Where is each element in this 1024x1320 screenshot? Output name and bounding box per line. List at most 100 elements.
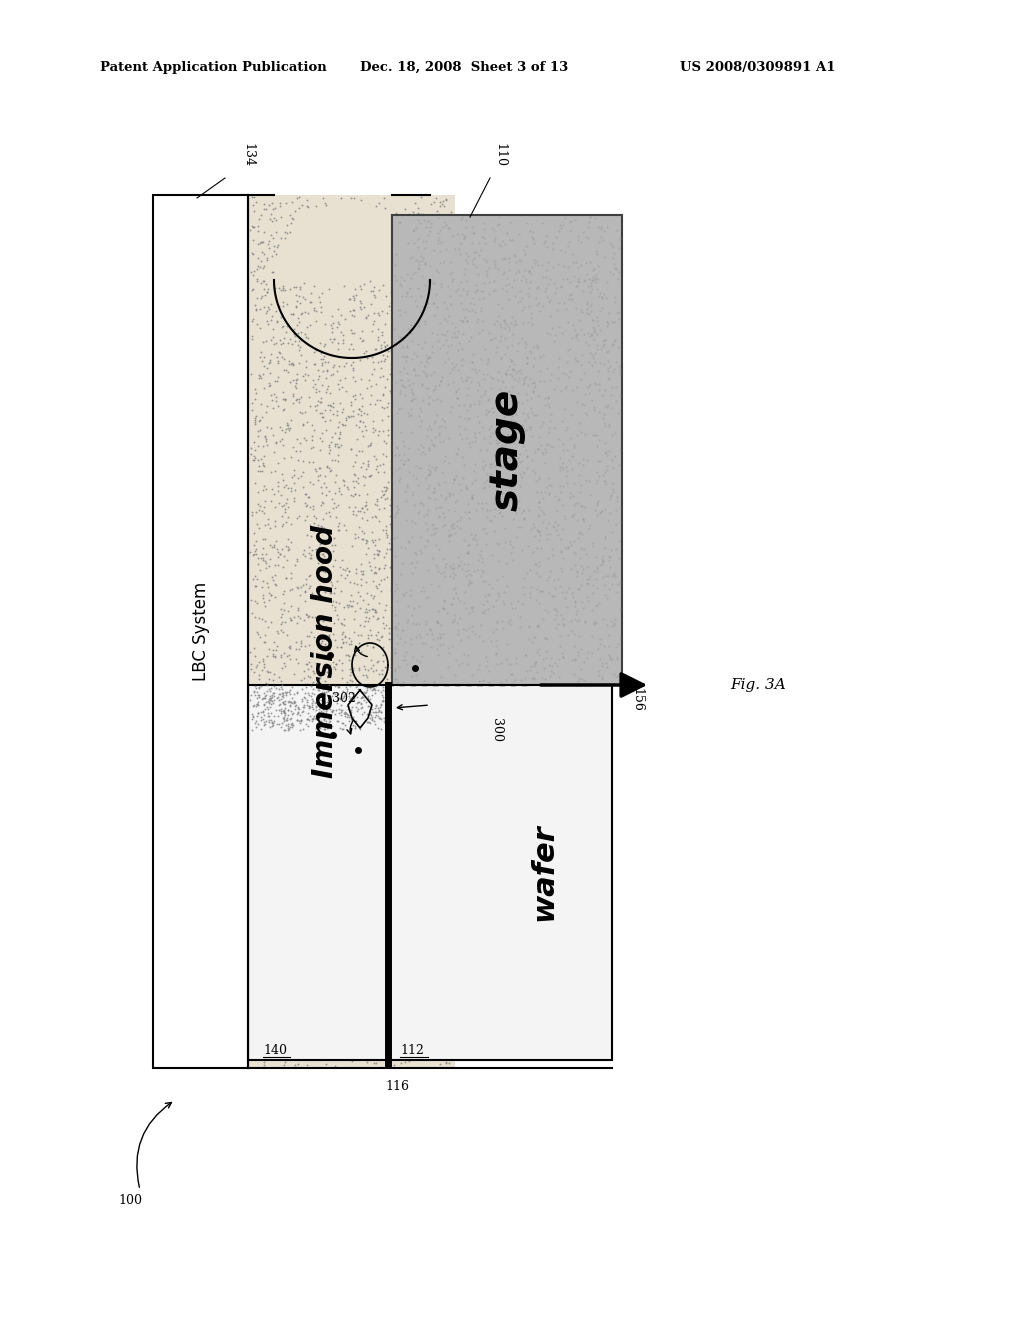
Point: [272, 206, 289, 227]
Point: [551, 347, 567, 368]
Point: [393, 345, 410, 366]
Point: [263, 686, 280, 708]
Point: [577, 424, 593, 445]
Point: [351, 417, 368, 438]
Point: [311, 680, 328, 701]
Point: [275, 348, 292, 370]
Point: [307, 395, 324, 416]
Point: [260, 706, 276, 727]
Point: [379, 346, 395, 367]
Point: [370, 327, 386, 348]
Point: [502, 348, 518, 370]
Point: [335, 713, 351, 734]
Point: [566, 609, 583, 630]
Point: [539, 528, 555, 549]
Point: [432, 240, 449, 261]
Point: [607, 351, 624, 372]
Point: [383, 579, 399, 601]
Point: [244, 310, 260, 331]
Bar: [153, 195, 248, 1068]
Point: [537, 281, 553, 302]
Point: [590, 639, 606, 660]
Point: [529, 438, 546, 459]
Point: [425, 293, 441, 314]
Point: [288, 440, 304, 461]
Point: [364, 321, 380, 342]
Point: [487, 327, 504, 348]
Point: [369, 659, 385, 680]
Point: [586, 322, 602, 343]
Point: [592, 301, 608, 322]
Point: [267, 511, 284, 532]
Point: [470, 671, 486, 692]
Point: [467, 422, 483, 444]
Point: [388, 527, 404, 548]
Point: [269, 620, 286, 642]
Point: [258, 396, 274, 417]
Point: [246, 661, 262, 682]
Point: [548, 618, 564, 639]
Point: [255, 243, 271, 264]
Point: [250, 692, 266, 713]
Point: [258, 680, 274, 701]
Point: [459, 543, 475, 564]
Point: [354, 686, 371, 708]
Point: [418, 378, 434, 399]
Point: [255, 585, 271, 606]
Point: [414, 375, 430, 396]
Point: [283, 478, 299, 499]
Point: [480, 388, 497, 409]
Point: [254, 659, 270, 680]
Point: [337, 626, 353, 647]
Point: [422, 347, 438, 368]
Point: [523, 577, 540, 598]
Text: 110: 110: [494, 143, 507, 168]
Point: [253, 609, 269, 630]
Point: [244, 215, 260, 236]
Point: [374, 409, 390, 430]
Point: [256, 198, 272, 219]
Point: [542, 289, 558, 310]
Point: [247, 607, 263, 628]
Point: [603, 521, 620, 543]
Point: [606, 330, 623, 351]
Point: [594, 384, 610, 405]
Point: [308, 301, 325, 322]
Point: [255, 453, 271, 474]
Point: [250, 553, 266, 574]
Point: [301, 487, 317, 508]
Point: [588, 473, 604, 494]
Point: [336, 685, 352, 706]
Point: [605, 562, 622, 583]
Point: [330, 333, 346, 354]
Point: [458, 370, 474, 391]
Point: [585, 269, 601, 290]
Point: [264, 193, 281, 214]
Point: [317, 692, 334, 713]
Point: [287, 554, 303, 576]
Point: [307, 399, 324, 420]
Point: [331, 428, 347, 449]
Point: [274, 692, 291, 713]
Point: [452, 474, 468, 495]
Point: [401, 579, 418, 601]
Point: [543, 363, 559, 384]
Point: [497, 376, 513, 397]
Point: [342, 664, 358, 685]
Point: [474, 416, 490, 437]
Point: [475, 519, 492, 540]
Point: [262, 224, 279, 246]
Point: [294, 702, 310, 723]
Point: [415, 441, 431, 462]
Point: [522, 582, 539, 603]
Point: [440, 524, 457, 545]
Point: [373, 351, 389, 372]
Point: [375, 421, 391, 442]
Point: [585, 267, 601, 288]
Point: [295, 414, 311, 436]
Point: [496, 581, 512, 602]
Point: [373, 694, 389, 715]
Point: [611, 228, 628, 249]
Point: [587, 319, 603, 341]
Point: [374, 300, 390, 321]
